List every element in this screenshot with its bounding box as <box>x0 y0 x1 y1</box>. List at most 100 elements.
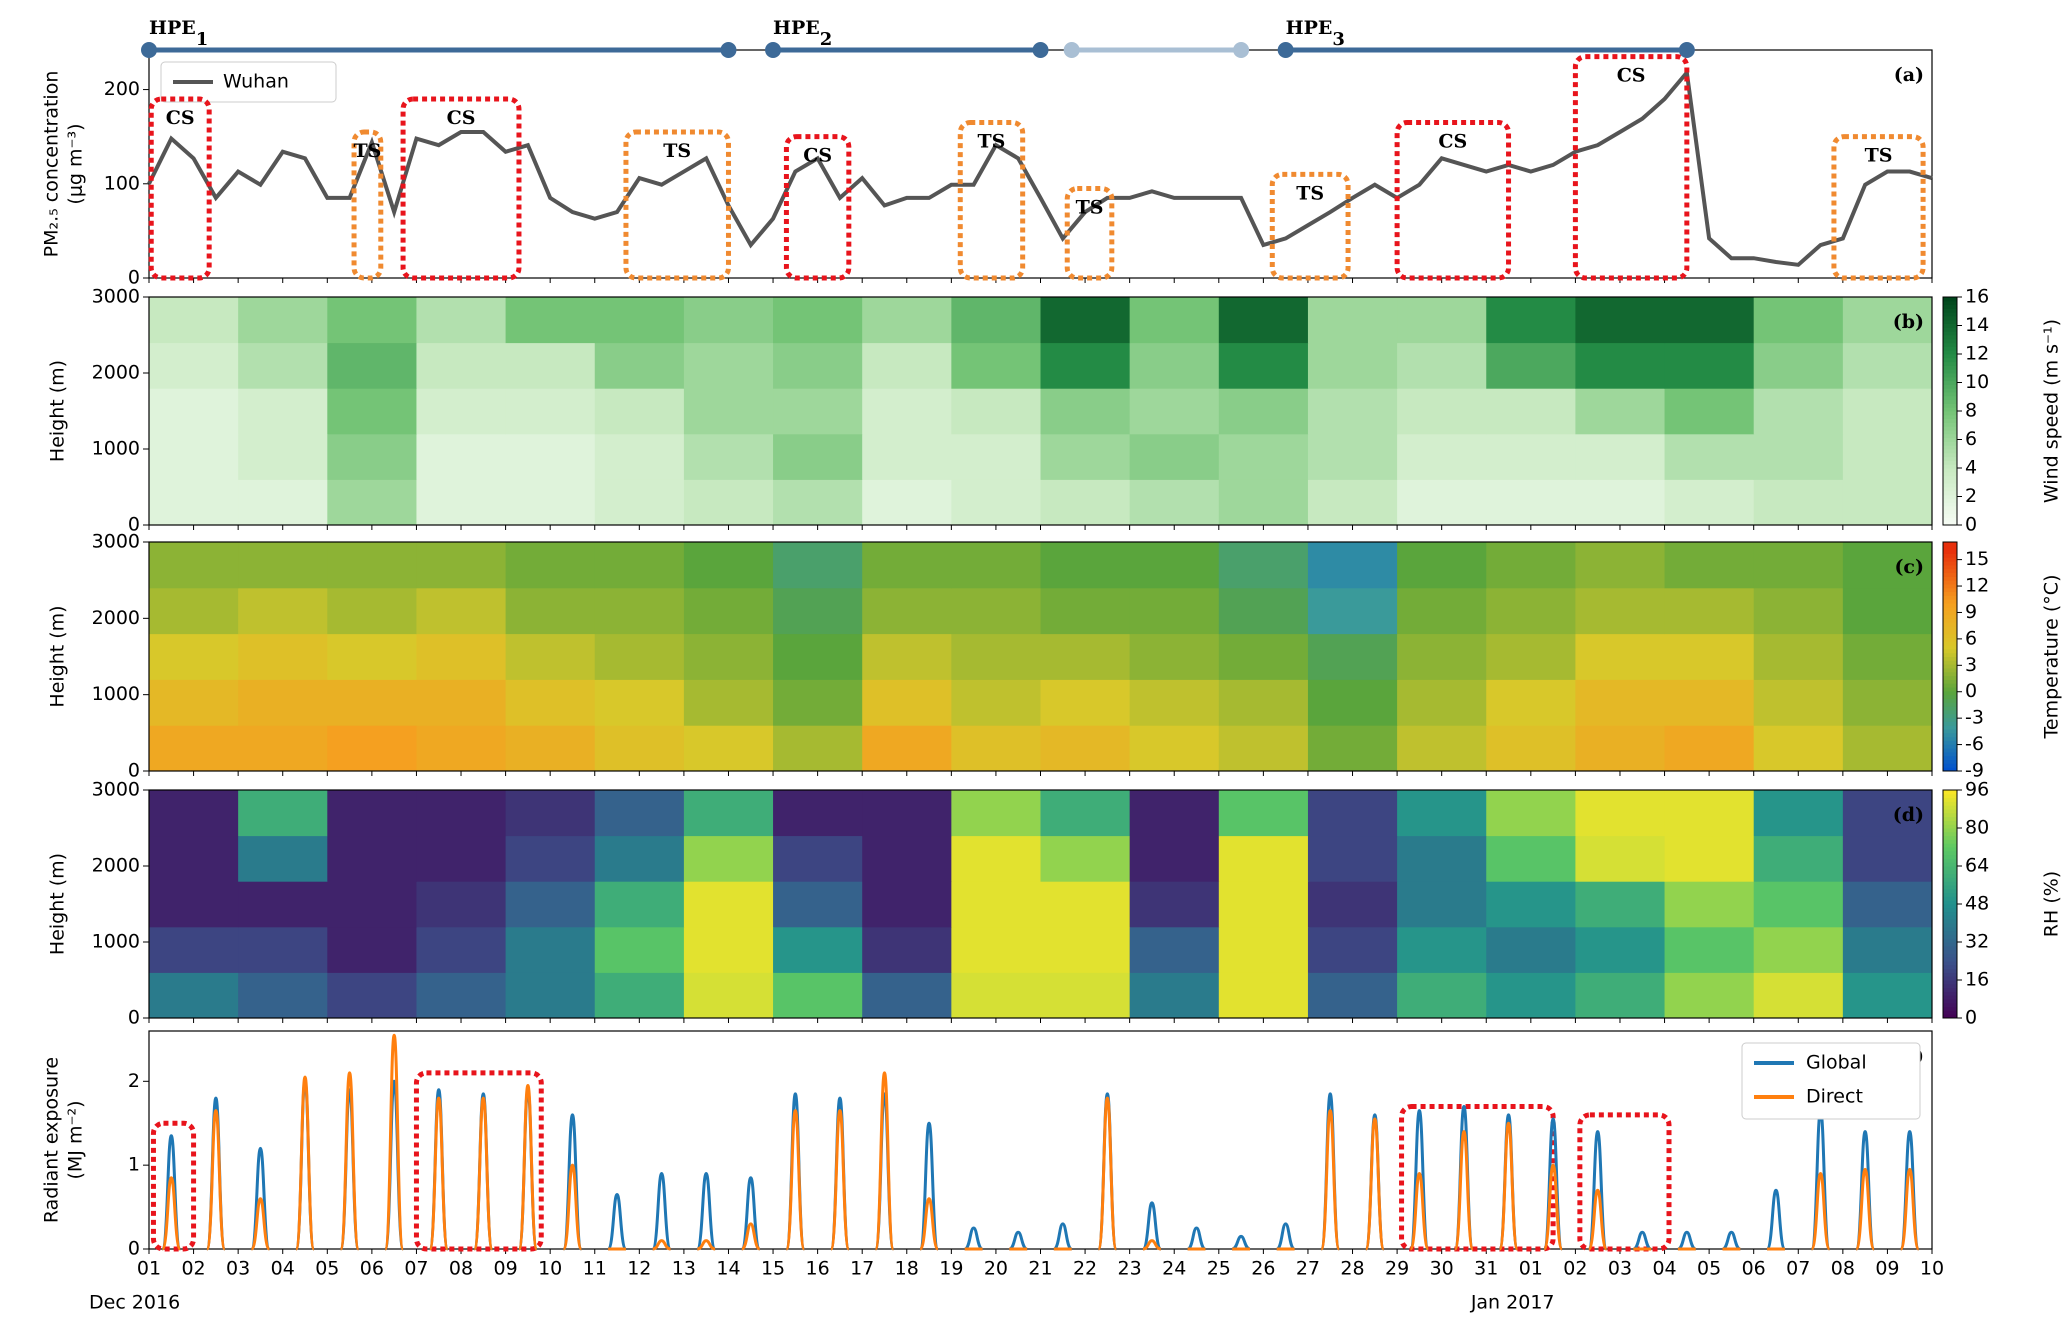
heat-cell <box>1486 388 1576 435</box>
heat-cell <box>416 479 507 526</box>
heat-cell <box>773 342 863 389</box>
heat-cell <box>1486 926 1576 973</box>
colorbar-step <box>1943 805 1957 810</box>
heat-cell <box>1307 881 1398 928</box>
colorbar-step <box>1943 690 1957 696</box>
y-axis-label: (MJ m⁻²) <box>65 1100 87 1179</box>
colorbar-step <box>1943 568 1957 574</box>
heat-cell <box>238 633 328 680</box>
heat-cell <box>951 881 1041 928</box>
colorbar-step <box>1943 369 1957 374</box>
annotation-box <box>1269 171 1351 281</box>
heat-cell <box>1397 587 1487 635</box>
heat-cell <box>1218 679 1309 726</box>
colorbar-step <box>1943 991 1957 996</box>
event-end <box>765 42 782 58</box>
heat-cell <box>1486 297 1576 344</box>
heat-cell <box>149 725 239 772</box>
colorbar-step <box>1943 850 1957 856</box>
x-group-label: Jan 2017 <box>1470 1292 1555 1314</box>
colorbar-step <box>1943 999 1957 1004</box>
heat-cell <box>416 679 507 726</box>
colorbar-step <box>1943 797 1957 802</box>
colorbar-step <box>1943 557 1957 562</box>
x-tick-label: 06 <box>1742 1258 1766 1280</box>
colorbar-step <box>1943 934 1957 939</box>
radiation-peak <box>562 1163 583 1251</box>
heat-cell <box>1753 881 1844 928</box>
colorbar-step <box>1943 392 1957 397</box>
heat-cell <box>862 881 952 928</box>
radiation-peak <box>1408 1172 1430 1251</box>
x-group-label: Dec 2016 <box>89 1292 180 1314</box>
panel-label: (c) <box>1894 556 1924 578</box>
colorbar-step <box>1943 606 1957 612</box>
heat-cell <box>594 679 685 726</box>
colorbar-step <box>1943 388 1957 393</box>
legend-label: Global <box>1806 1052 1867 1074</box>
radiation-peak <box>1677 1230 1697 1251</box>
heat-cell <box>862 679 952 726</box>
heat-cell <box>951 679 1041 726</box>
colorbar-step <box>1943 357 1957 363</box>
legend-label: Direct <box>1806 1086 1863 1108</box>
heat-cell <box>149 790 239 837</box>
colorbar-step <box>1943 622 1957 627</box>
heat-cell <box>1307 587 1398 635</box>
colorbar-step <box>1943 572 1957 577</box>
radiation-peak <box>874 1071 895 1251</box>
heat-cell <box>1664 835 1755 882</box>
heat-cell <box>1307 679 1398 726</box>
heat-cell <box>683 881 774 928</box>
colorbar-step <box>1943 885 1957 890</box>
legend-label: Wuhan <box>223 71 289 93</box>
heat-cell <box>1842 297 1933 344</box>
heat-cell <box>1842 725 1933 772</box>
heat-cell <box>149 542 239 589</box>
y-tick-label: 3000 <box>92 779 140 801</box>
colorbar-step <box>1943 713 1957 719</box>
colorbar-step <box>1943 365 1957 370</box>
colorbar-step <box>1943 869 1957 875</box>
colorbar-tick-label: 6 <box>1965 627 1977 649</box>
heat-cell <box>1397 972 1487 1019</box>
x-tick-label: 02 <box>1563 1258 1587 1280</box>
radiation-peak <box>1498 1121 1519 1251</box>
heat-cell <box>1486 587 1576 635</box>
y-axis-label: Height (m) <box>47 360 69 462</box>
colorbar-step <box>1943 709 1957 715</box>
heat-cell <box>1397 926 1487 973</box>
colorbar-tick-label: 16 <box>1965 969 1989 991</box>
heat-cell <box>594 297 685 344</box>
heat-cell <box>1040 633 1131 680</box>
colorbar-step <box>1943 645 1957 650</box>
colorbar-tick-label: 64 <box>1965 855 1989 877</box>
heat-cell <box>1129 342 1220 389</box>
heat-cell <box>505 297 596 344</box>
colorbar-step <box>1943 502 1957 507</box>
colorbar-step <box>1943 490 1957 496</box>
colorbar-step <box>1943 995 1957 1000</box>
heat-cell <box>505 725 596 772</box>
colorbar-step <box>1943 671 1957 677</box>
y-tick-label: 1000 <box>92 931 140 953</box>
heat-cell <box>951 479 1041 526</box>
heat-cell <box>951 790 1041 837</box>
heat-cell <box>1307 388 1398 435</box>
annotation-label: TS <box>978 131 1006 153</box>
panel-label: (d) <box>1893 804 1924 826</box>
colorbar-step <box>1943 494 1957 499</box>
heat-cell <box>1129 725 1220 772</box>
heat-cell <box>1129 388 1220 435</box>
colorbar-step <box>1943 430 1957 435</box>
heat-cell <box>951 433 1041 480</box>
colorbar-step <box>1943 618 1957 623</box>
y-tick-label: 2000 <box>92 362 140 384</box>
heat-cell <box>327 725 417 772</box>
heat-cell <box>1218 479 1309 526</box>
heat-cell <box>1307 297 1398 344</box>
colorbar-step <box>1943 751 1957 757</box>
colorbar-step <box>1943 843 1957 848</box>
x-tick-label: 31 <box>1474 1258 1498 1280</box>
